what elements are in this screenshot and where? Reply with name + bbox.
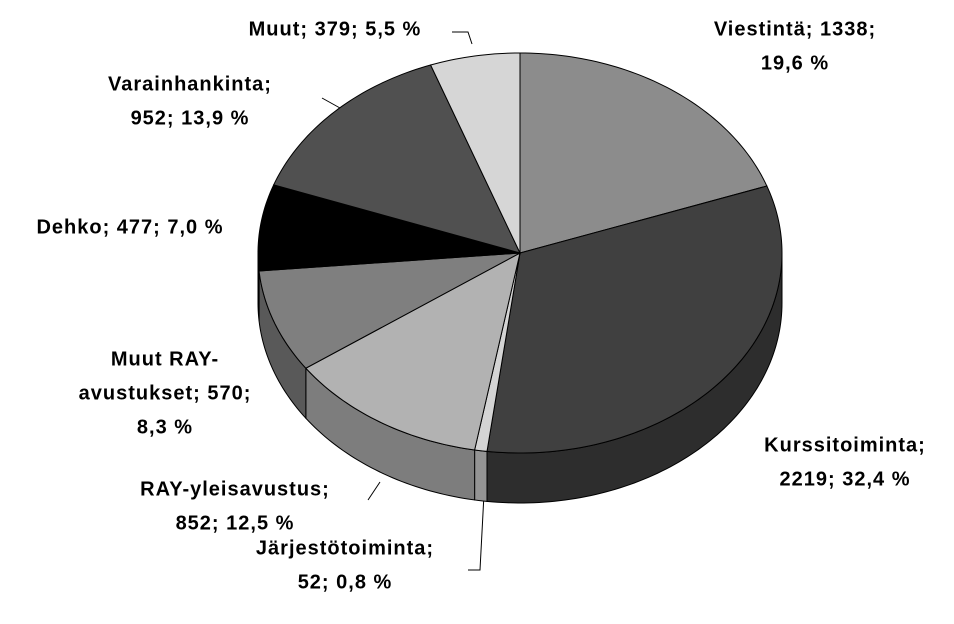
data-label: Järjestötoiminta;	[256, 537, 434, 559]
data-label: 952; 13,9 %	[131, 107, 250, 129]
data-label: Kurssitoiminta;	[764, 434, 926, 456]
slice	[429, 52, 521, 254]
slice	[519, 52, 768, 254]
pie-tops	[257, 52, 783, 454]
data-label: 852; 12,5 %	[176, 512, 295, 534]
slice	[486, 185, 783, 454]
data-label: 8,3 %	[137, 416, 193, 438]
data-label: Muut; 379; 5,5 %	[249, 18, 422, 40]
slice-side	[474, 449, 488, 502]
data-label: Varainhankinta;	[108, 73, 272, 95]
leader-line	[321, 97, 341, 109]
data-label: avustukset; 570;	[79, 382, 252, 404]
data-label: Viestintä; 1338;	[714, 18, 876, 40]
slice	[257, 184, 521, 272]
data-label: RAY-yleisavustus;	[140, 478, 330, 500]
data-label: 2219; 32,4 %	[780, 468, 911, 490]
data-label: 52; 0,8 %	[298, 571, 393, 593]
leader-line	[452, 31, 473, 45]
leader-line	[367, 481, 381, 501]
data-label: 19,6 %	[761, 52, 829, 74]
data-label: Muut RAY-	[111, 348, 219, 370]
slice	[272, 64, 521, 254]
slice	[258, 252, 521, 369]
data-label: Dehko; 477; 7,0 %	[36, 216, 223, 238]
slice	[305, 252, 521, 451]
